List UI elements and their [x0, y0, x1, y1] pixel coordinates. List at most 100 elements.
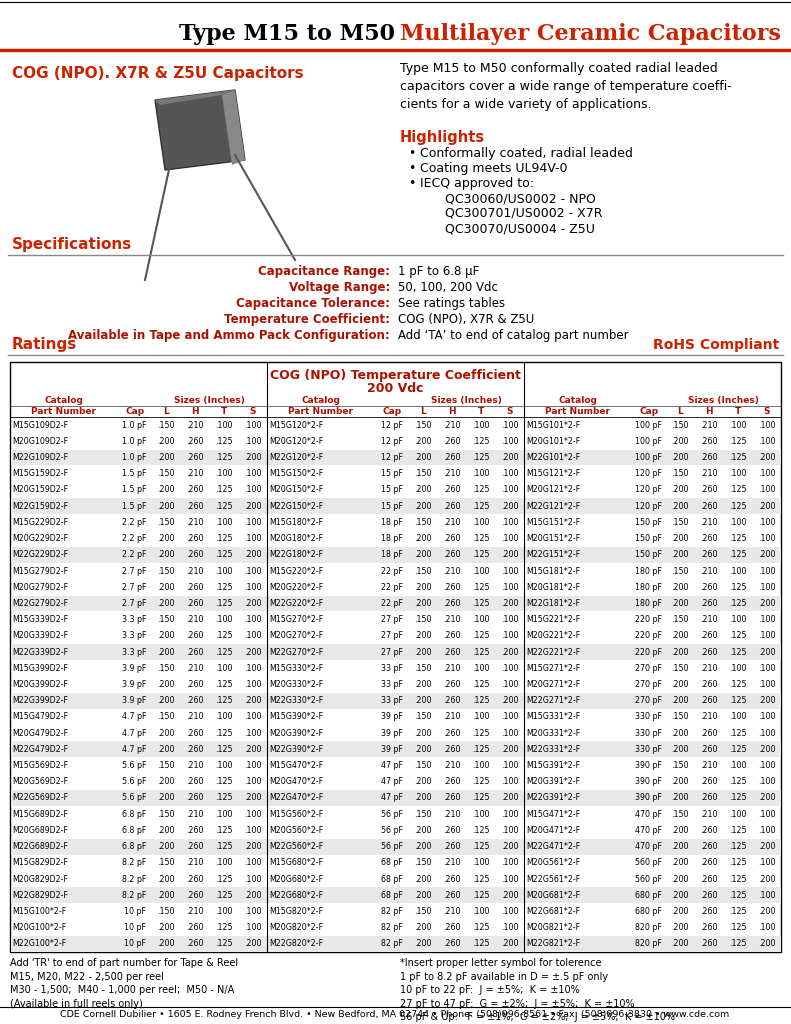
Text: .125: .125: [215, 535, 233, 543]
Text: .200: .200: [414, 550, 432, 559]
Text: .125: .125: [215, 599, 233, 608]
Text: S: S: [506, 407, 513, 416]
Text: 15 pF: 15 pF: [380, 502, 403, 511]
Text: 56 pF: 56 pF: [380, 826, 403, 835]
Text: .200: .200: [157, 842, 175, 851]
Text: •: •: [408, 177, 415, 190]
Bar: [267, 741, 524, 758]
Text: 220 pF: 220 pF: [635, 632, 662, 640]
Text: .260: .260: [443, 874, 460, 884]
Text: M20G569D2-F: M20G569D2-F: [12, 777, 68, 786]
Text: .260: .260: [443, 453, 460, 462]
Text: .150: .150: [414, 469, 432, 478]
Text: 1 pF to 6.8 μF: 1 pF to 6.8 μF: [398, 265, 479, 278]
Text: .100: .100: [758, 485, 775, 495]
Bar: [10, 596, 267, 611]
Text: .200: .200: [758, 744, 775, 754]
Text: .125: .125: [729, 696, 747, 706]
Text: .200: .200: [157, 891, 175, 900]
Text: M20G470*2-F: M20G470*2-F: [269, 777, 324, 786]
Text: H: H: [191, 407, 199, 416]
Text: .125: .125: [729, 794, 747, 803]
Text: .260: .260: [700, 744, 717, 754]
Text: .200: .200: [414, 729, 432, 737]
Text: .200: .200: [671, 583, 688, 592]
Bar: [524, 741, 781, 758]
Text: .200: .200: [671, 599, 688, 608]
Text: 5.6 pF: 5.6 pF: [123, 777, 147, 786]
Text: .125: .125: [472, 485, 490, 495]
Text: 6.8 pF: 6.8 pF: [123, 810, 147, 819]
Text: .100: .100: [244, 777, 261, 786]
Text: .100: .100: [215, 907, 233, 916]
Text: .100: .100: [758, 858, 775, 867]
Text: M20G220*2-F: M20G220*2-F: [269, 583, 324, 592]
Text: M20G181*2-F: M20G181*2-F: [526, 583, 580, 592]
Text: M20G101*2-F: M20G101*2-F: [526, 437, 581, 445]
Text: M15G470*2-F: M15G470*2-F: [269, 761, 324, 770]
Text: .100: .100: [244, 421, 261, 430]
Bar: [524, 644, 781, 660]
Text: .210: .210: [700, 615, 717, 625]
Text: .100: .100: [244, 858, 261, 867]
Text: 5.6 pF: 5.6 pF: [123, 794, 147, 803]
Text: M20G561*2-F: M20G561*2-F: [526, 858, 581, 867]
Text: M15G479D2-F: M15G479D2-F: [12, 713, 68, 722]
Text: 220 pF: 220 pF: [635, 647, 662, 656]
Bar: [267, 936, 524, 951]
Text: .125: .125: [472, 874, 490, 884]
Text: .100: .100: [501, 858, 518, 867]
Text: .150: .150: [414, 858, 432, 867]
Text: .100: .100: [472, 761, 490, 770]
Bar: [10, 936, 267, 951]
Text: .150: .150: [414, 907, 432, 916]
Text: •: •: [408, 147, 415, 160]
Text: .125: .125: [472, 550, 490, 559]
Text: .200: .200: [671, 858, 688, 867]
Text: .100: .100: [501, 810, 518, 819]
Text: 150 pF: 150 pF: [635, 550, 662, 559]
Text: .260: .260: [186, 939, 203, 948]
Text: .260: .260: [186, 777, 203, 786]
Text: 1.0 pF: 1.0 pF: [123, 453, 147, 462]
Bar: [10, 450, 267, 466]
Text: .260: .260: [186, 680, 203, 689]
Bar: [267, 839, 524, 854]
Text: .125: .125: [729, 680, 747, 689]
Text: .125: .125: [729, 939, 747, 948]
Text: .100: .100: [758, 680, 775, 689]
Text: 22 pF: 22 pF: [380, 599, 403, 608]
Text: 50, 100, 200 Vdc: 50, 100, 200 Vdc: [398, 281, 498, 294]
Text: 18 pF: 18 pF: [380, 518, 403, 527]
Text: Multilayer Ceramic Capacitors: Multilayer Ceramic Capacitors: [400, 23, 781, 45]
Text: .210: .210: [443, 469, 460, 478]
Text: .200: .200: [414, 777, 432, 786]
Text: .260: .260: [443, 924, 460, 932]
Text: .200: .200: [758, 647, 775, 656]
Text: .125: .125: [472, 794, 490, 803]
Text: .260: .260: [443, 680, 460, 689]
Text: .100: .100: [501, 777, 518, 786]
Text: .260: .260: [443, 599, 460, 608]
Text: 22 pF: 22 pF: [380, 566, 403, 575]
Text: M15G150*2-F: M15G150*2-F: [269, 469, 324, 478]
Text: .125: .125: [472, 437, 490, 445]
Text: 2.7 pF: 2.7 pF: [123, 566, 147, 575]
Text: .260: .260: [700, 696, 717, 706]
Text: .100: .100: [758, 777, 775, 786]
Text: .100: .100: [215, 566, 233, 575]
Text: .125: .125: [472, 891, 490, 900]
Text: 200 Vdc: 200 Vdc: [367, 382, 424, 395]
Text: .100: .100: [501, 664, 518, 673]
Text: .210: .210: [700, 761, 717, 770]
Text: .210: .210: [700, 664, 717, 673]
Text: .100: .100: [758, 583, 775, 592]
Text: M20G279D2-F: M20G279D2-F: [12, 583, 68, 592]
Text: .100: .100: [729, 664, 747, 673]
Text: .200: .200: [414, 696, 432, 706]
Text: .200: .200: [671, 777, 688, 786]
Text: .200: .200: [671, 924, 688, 932]
Text: M22G180*2-F: M22G180*2-F: [269, 550, 324, 559]
Text: 1.5 pF: 1.5 pF: [123, 502, 147, 511]
Text: .100: .100: [472, 421, 490, 430]
